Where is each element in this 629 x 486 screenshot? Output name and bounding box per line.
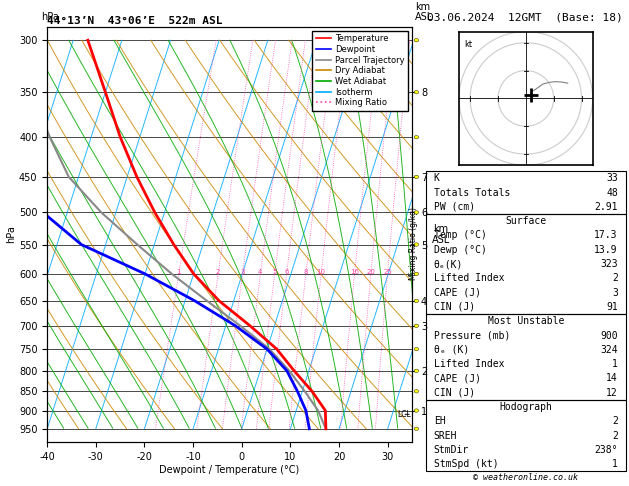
Text: 2: 2 (612, 417, 618, 426)
Text: 44°13’N  43°06’E  522m ASL: 44°13’N 43°06’E 522m ASL (47, 16, 223, 26)
Text: 900: 900 (600, 330, 618, 341)
Text: 13.9: 13.9 (594, 245, 618, 255)
Bar (426, 214, 626, 314)
Text: kt: kt (465, 40, 473, 49)
Text: Temp (°C): Temp (°C) (434, 230, 487, 241)
Text: Most Unstable: Most Unstable (487, 316, 564, 326)
Text: CIN (J): CIN (J) (434, 302, 475, 312)
Text: 238°: 238° (594, 445, 618, 455)
Text: 16: 16 (350, 269, 359, 275)
Text: 324: 324 (600, 345, 618, 355)
Text: 1: 1 (612, 359, 618, 369)
Text: StmSpd (kt): StmSpd (kt) (434, 459, 498, 469)
Text: 1: 1 (176, 269, 181, 275)
Text: 91: 91 (606, 302, 618, 312)
Text: km
ASL: km ASL (415, 2, 433, 22)
Text: 14: 14 (606, 373, 618, 383)
Legend: Temperature, Dewpoint, Parcel Trajectory, Dry Adiabat, Wet Adiabat, Isotherm, Mi: Temperature, Dewpoint, Parcel Trajectory… (313, 31, 408, 110)
Text: 2: 2 (612, 273, 618, 283)
Text: 2: 2 (612, 431, 618, 441)
Text: hPa: hPa (41, 12, 58, 22)
Text: Lifted Index: Lifted Index (434, 273, 504, 283)
Text: CIN (J): CIN (J) (434, 388, 475, 398)
Text: Dewp (°C): Dewp (°C) (434, 245, 487, 255)
Bar (426, 314, 626, 400)
Text: EH: EH (434, 417, 445, 426)
Text: 25: 25 (383, 269, 392, 275)
Text: Lifted Index: Lifted Index (434, 359, 504, 369)
Text: Hodograph: Hodograph (499, 402, 552, 412)
Text: 33: 33 (606, 173, 618, 183)
Text: StmDir: StmDir (434, 445, 469, 455)
X-axis label: Dewpoint / Temperature (°C): Dewpoint / Temperature (°C) (160, 465, 299, 475)
Text: 48: 48 (606, 188, 618, 197)
Bar (426, 400, 626, 471)
Text: CAPE (J): CAPE (J) (434, 373, 481, 383)
Text: 6: 6 (284, 269, 289, 275)
Text: 17.3: 17.3 (594, 230, 618, 241)
Text: Mixing Ratio (g/kg): Mixing Ratio (g/kg) (409, 207, 418, 279)
Text: Totals Totals: Totals Totals (434, 188, 510, 197)
Text: 1: 1 (612, 459, 618, 469)
Text: 3: 3 (612, 288, 618, 297)
Text: 3: 3 (240, 269, 245, 275)
Text: PW (cm): PW (cm) (434, 202, 475, 212)
Text: 2: 2 (216, 269, 220, 275)
Text: 8: 8 (304, 269, 308, 275)
Text: CAPE (J): CAPE (J) (434, 288, 481, 297)
Text: 10: 10 (316, 269, 326, 275)
Text: K: K (434, 173, 440, 183)
Text: 5: 5 (272, 269, 277, 275)
Text: 03.06.2024  12GMT  (Base: 18): 03.06.2024 12GMT (Base: 18) (427, 12, 623, 22)
Text: θₑ (K): θₑ (K) (434, 345, 469, 355)
Text: © weatheronline.co.uk: © weatheronline.co.uk (473, 473, 577, 482)
Text: LCL: LCL (397, 410, 411, 419)
Text: 323: 323 (600, 259, 618, 269)
Text: Surface: Surface (505, 216, 547, 226)
Text: 12: 12 (606, 388, 618, 398)
Text: 20: 20 (366, 269, 376, 275)
Text: 2.91: 2.91 (594, 202, 618, 212)
Bar (426, 171, 626, 214)
Text: Pressure (mb): Pressure (mb) (434, 330, 510, 341)
Y-axis label: km
ASL: km ASL (432, 224, 450, 245)
Text: 4: 4 (258, 269, 262, 275)
Text: SREH: SREH (434, 431, 457, 441)
Text: θₑ(K): θₑ(K) (434, 259, 463, 269)
Y-axis label: hPa: hPa (6, 226, 16, 243)
